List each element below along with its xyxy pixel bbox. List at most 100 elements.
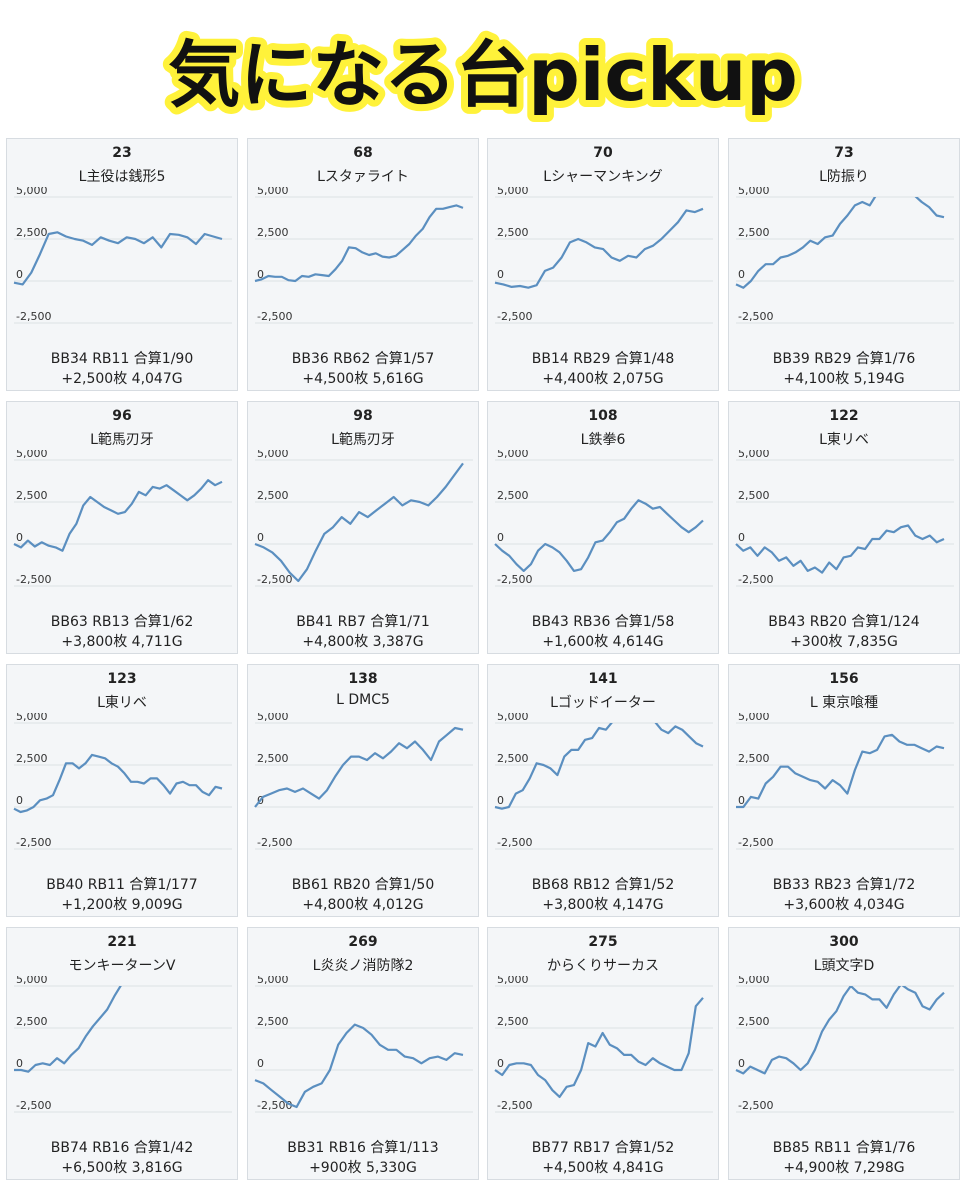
machine-number: 73 [834, 145, 854, 161]
y-tick-label: -2,500 [738, 310, 773, 323]
y-tick-label: 5,000 [497, 713, 529, 723]
y-tick-label: 2,500 [738, 752, 770, 765]
y-tick-label: -2,500 [497, 836, 532, 849]
series-line [494, 723, 704, 810]
y-tick-label: -2,500 [738, 836, 773, 849]
stats-bonus-line: BB85 RB11 合算1/76 [772, 1140, 916, 1156]
stats-result-line: +900枚 5,330G [309, 1160, 417, 1176]
machine-number: 156 [829, 671, 859, 687]
machine-number: 96 [112, 408, 132, 424]
machine-name: Lゴッドイーター [550, 695, 656, 711]
machine-name: モンキーターンV [68, 958, 176, 974]
y-tick-label: 0 [16, 794, 23, 807]
stats-result-line: +1,600枚 4,614G [542, 634, 664, 650]
machine-number: 141 [588, 671, 618, 687]
series-line [13, 753, 223, 814]
line-chart: 5,000 2,500 0 -2,500 [494, 450, 713, 587]
y-tick-label: 0 [497, 1057, 504, 1070]
y-tick-label: 2,500 [738, 489, 770, 502]
chart-card: 221 モンキーターンV 5,000 2,500 0 -2,500 BB74 RB16 合算… [6, 927, 238, 1180]
y-tick-label: -2,500 [497, 573, 532, 586]
stats-bonus-line: BB63 RB13 合算1/62 [50, 614, 194, 630]
stats-result-line: +4,100枚 5,194G [783, 371, 905, 387]
line-chart: 5,000 2,500 0 -2,500 [14, 976, 232, 1113]
line-chart: 5,000 2,500 0 -2,500 [254, 187, 473, 324]
machine-number: 23 [112, 145, 132, 161]
stats-result-line: +300枚 7,835G [790, 634, 898, 650]
y-tick-label: -2,500 [16, 1099, 51, 1112]
machine-name: L頭文字D [813, 958, 875, 974]
stats-result-line: +2,500枚 4,047G [61, 371, 183, 387]
machine-name: Lシャーマンキング [543, 169, 663, 185]
machine-name: L防振り [819, 169, 869, 185]
machine-number: 98 [353, 408, 373, 424]
machine-number: 275 [588, 934, 618, 950]
y-tick-label: 0 [738, 1057, 745, 1070]
stats-result-line: +4,400枚 2,075G [542, 371, 664, 387]
stats-bonus-line: BB39 RB29 合算1/76 [772, 351, 916, 367]
y-tick-label: 0 [738, 531, 745, 544]
stats-result-line: +4,900枚 7,298G [783, 1160, 905, 1176]
y-tick-label: 2,500 [738, 1015, 770, 1028]
machine-number: 221 [107, 934, 137, 950]
series-line [494, 997, 704, 1098]
stats-result-line: +4,800枚 4,012G [302, 897, 424, 913]
stats-bonus-line: BB34 RB11 合算1/90 [50, 351, 194, 367]
y-tick-label: 2,500 [497, 1015, 529, 1028]
chart-card: 141 Lゴッドイーター 5,000 2,500 0 -2,500 BB68 RB12 合算… [487, 664, 719, 917]
y-tick-label: 2,500 [257, 226, 289, 239]
y-tick-label: 0 [497, 268, 504, 281]
chart-card: 98 L範馬刃牙 5,000 2,500 0 -2,500 BB41 RB7 合算1/71 +… [247, 401, 479, 654]
stats-bonus-line: BB43 RB20 合算1/124 [768, 614, 920, 630]
series-line [736, 733, 945, 809]
line-chart: 5,000 2,500 0 -2,500 [13, 713, 232, 850]
stats-result-line: +3,800枚 4,711G [61, 634, 183, 650]
y-tick-label: -2,500 [497, 1099, 532, 1112]
y-tick-label: 5,000 [738, 187, 770, 197]
stats-bonus-line: BB31 RB16 合算1/113 [287, 1140, 439, 1156]
series-line [735, 197, 945, 289]
y-tick-label: 2,500 [16, 1015, 48, 1028]
machine-name: L炎炎ノ消防隊2 [312, 958, 414, 974]
stats-bonus-line: BB36 RB62 合算1/57 [291, 351, 435, 367]
stats-bonus-line: BB68 RB12 合算1/52 [531, 877, 675, 893]
series-line [494, 499, 704, 572]
y-tick-label: 5,000 [257, 187, 289, 197]
machine-name: L主役は銭形5 [78, 169, 166, 185]
y-tick-label: -2,500 [257, 573, 292, 586]
chart-card: 138 L DMC5 5,000 2,500 0 -2,500 BB61 RB20 合算1/… [247, 664, 479, 917]
y-tick-label: 0 [257, 531, 264, 544]
series-line [14, 986, 122, 1073]
stats-result-line: +3,600枚 4,034G [783, 897, 905, 913]
chart-card: 123 L東リベ 5,000 2,500 0 -2,500 BB40 RB11 合算1/17… [6, 664, 238, 917]
y-tick-label: 0 [16, 531, 23, 544]
stats-bonus-line: BB14 RB29 合算1/48 [531, 351, 675, 367]
y-tick-label: -2,500 [497, 310, 532, 323]
y-tick-label: 5,000 [16, 976, 48, 986]
y-tick-label: 0 [497, 531, 504, 544]
y-tick-label: -2,500 [257, 310, 292, 323]
line-chart: 5,000 2,500 0 -2,500 [494, 187, 713, 324]
y-tick-label: 5,000 [257, 976, 289, 986]
y-tick-label: 2,500 [16, 489, 48, 502]
chart-card: 108 L鉄拳6 5,000 2,500 0 -2,500 BB43 RB36 合算1/58… [487, 401, 719, 654]
machine-name: Lスタァライト [317, 169, 409, 185]
y-tick-label: 0 [738, 268, 745, 281]
y-tick-label: -2,500 [16, 310, 51, 323]
series-line [254, 1023, 464, 1109]
y-tick-label: 5,000 [738, 450, 770, 460]
y-tick-label: 5,000 [16, 187, 48, 197]
y-tick-label: -2,500 [257, 1099, 292, 1112]
y-tick-label: 5,000 [497, 187, 529, 197]
chart-card: 122 L東リベ 5,000 2,500 0 -2,500 BB43 RB20 合算1/12… [728, 401, 960, 654]
y-tick-label: 2,500 [497, 489, 529, 502]
line-chart: 5,000 2,500 0 -2,500 [735, 976, 954, 1113]
machine-number: 300 [829, 934, 859, 950]
y-tick-label: 0 [738, 794, 745, 807]
y-tick-label: 2,500 [16, 226, 48, 239]
line-chart: 5,000 2,500 0 -2,500 [735, 450, 954, 587]
stats-bonus-line: BB41 RB7 合算1/71 [296, 614, 430, 630]
series-line [254, 726, 464, 808]
y-tick-label: -2,500 [257, 836, 292, 849]
y-tick-label: 5,000 [16, 713, 48, 723]
